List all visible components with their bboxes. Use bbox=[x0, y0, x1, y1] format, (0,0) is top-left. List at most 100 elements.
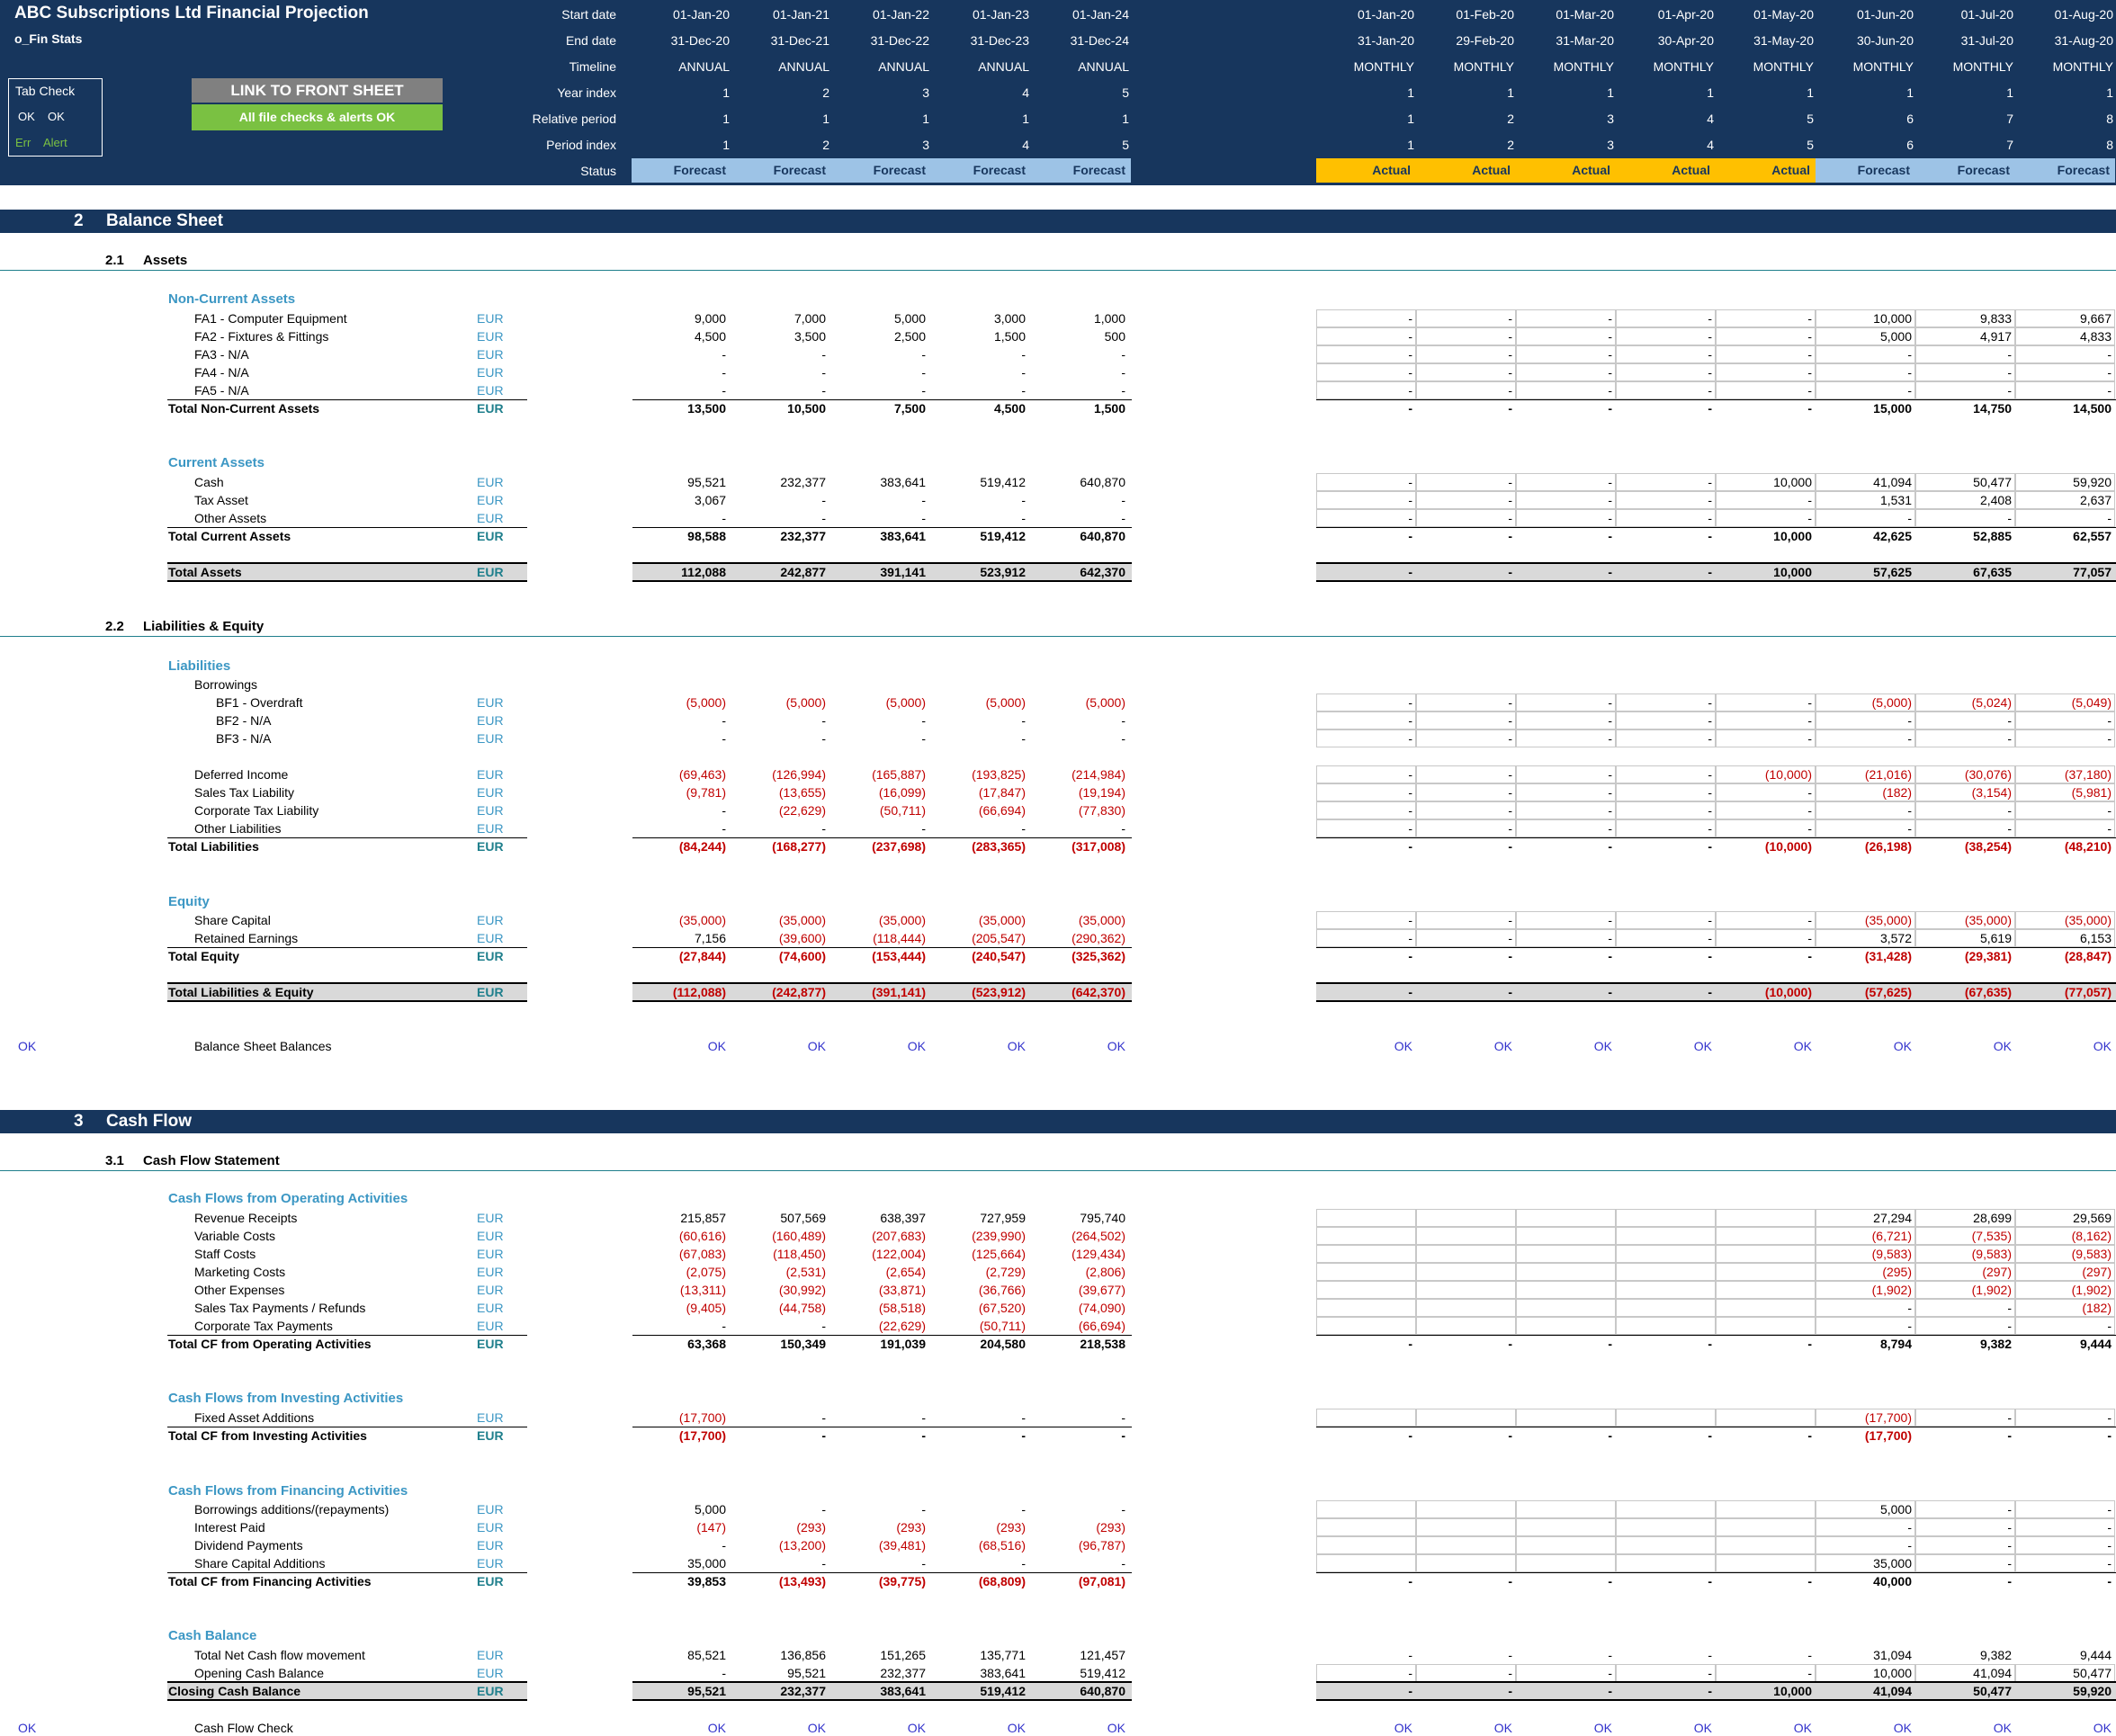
monthly-value-cell[interactable]: - bbox=[1708, 785, 1712, 800]
monthly-value-cell[interactable]: (1,902) bbox=[1871, 1283, 1912, 1297]
monthly-value-cell[interactable]: - bbox=[1907, 1301, 1912, 1315]
monthly-value-cell[interactable] bbox=[1616, 1263, 1712, 1281]
monthly-value-cell[interactable]: - bbox=[2007, 713, 2012, 728]
monthly-value-cell[interactable]: - bbox=[1907, 1520, 1912, 1535]
monthly-value-cell[interactable]: - bbox=[1608, 311, 1612, 326]
monthly-value-cell[interactable] bbox=[1716, 1245, 1812, 1263]
monthly-value-cell[interactable]: (1,902) bbox=[2071, 1283, 2112, 1297]
monthly-value-cell[interactable]: - bbox=[1508, 767, 1512, 782]
monthly-value-cell[interactable]: - bbox=[1907, 1319, 1912, 1333]
monthly-value-cell[interactable]: - bbox=[1408, 803, 1412, 818]
monthly-value-cell[interactable]: - bbox=[2007, 803, 2012, 818]
monthly-value-cell[interactable]: - bbox=[1408, 347, 1412, 362]
monthly-value-cell[interactable]: - bbox=[1608, 695, 1612, 710]
monthly-value-cell[interactable]: - bbox=[1807, 383, 1812, 398]
monthly-value-cell[interactable]: - bbox=[1408, 365, 1412, 380]
monthly-value-cell[interactable] bbox=[1716, 1263, 1812, 1281]
monthly-value-cell[interactable]: - bbox=[1608, 785, 1612, 800]
monthly-value-cell[interactable] bbox=[1416, 1299, 1512, 1317]
monthly-value-cell[interactable] bbox=[1516, 1554, 1612, 1572]
monthly-value-cell[interactable]: - bbox=[1708, 731, 1712, 746]
monthly-value-cell[interactable]: - bbox=[1408, 493, 1412, 507]
monthly-value-cell[interactable] bbox=[1716, 1317, 1812, 1335]
monthly-value-cell[interactable]: - bbox=[2107, 1538, 2112, 1553]
monthly-value-cell[interactable]: - bbox=[1807, 713, 1812, 728]
monthly-value-cell[interactable]: - bbox=[1608, 821, 1612, 836]
monthly-value-cell[interactable]: - bbox=[2007, 1319, 2012, 1333]
monthly-value-cell[interactable] bbox=[1616, 1554, 1712, 1572]
monthly-value-cell[interactable] bbox=[1616, 1536, 1712, 1554]
monthly-value-cell[interactable]: (10,000) bbox=[1764, 767, 1812, 782]
monthly-value-cell[interactable]: - bbox=[1807, 785, 1812, 800]
monthly-value-cell[interactable]: 28,699 bbox=[1973, 1211, 2012, 1225]
monthly-value-cell[interactable] bbox=[1716, 1299, 1812, 1317]
monthly-value-cell[interactable]: - bbox=[2107, 383, 2112, 398]
monthly-value-cell[interactable]: - bbox=[2007, 1301, 2012, 1315]
monthly-value-cell[interactable]: - bbox=[1608, 511, 1612, 525]
monthly-value-cell[interactable]: - bbox=[1508, 311, 1512, 326]
monthly-value-cell[interactable]: - bbox=[2007, 1520, 2012, 1535]
monthly-value-cell[interactable]: 50,477 bbox=[2073, 1666, 2112, 1680]
monthly-value-cell[interactable] bbox=[1316, 1209, 1412, 1227]
monthly-value-cell[interactable]: (30,076) bbox=[1964, 767, 2012, 782]
monthly-value-cell[interactable]: - bbox=[1807, 493, 1812, 507]
monthly-value-cell[interactable]: (9,583) bbox=[2071, 1247, 2112, 1261]
monthly-value-cell[interactable]: 41,094 bbox=[1973, 1666, 2012, 1680]
monthly-value-cell[interactable]: - bbox=[1708, 329, 1712, 344]
monthly-value-cell[interactable]: 5,000 bbox=[1879, 1502, 1912, 1517]
monthly-value-cell[interactable]: (17,700) bbox=[1864, 1410, 1912, 1425]
monthly-value-cell[interactable]: - bbox=[1807, 365, 1812, 380]
monthly-value-cell[interactable]: - bbox=[1708, 511, 1712, 525]
monthly-value-cell[interactable] bbox=[1316, 1317, 1412, 1335]
monthly-value-cell[interactable]: - bbox=[2107, 347, 2112, 362]
monthly-value-cell[interactable]: - bbox=[1708, 713, 1712, 728]
monthly-value-cell[interactable] bbox=[1516, 1263, 1612, 1281]
monthly-value-cell[interactable]: 3,572 bbox=[1879, 931, 1912, 945]
monthly-value-cell[interactable]: - bbox=[2107, 1319, 2112, 1333]
monthly-value-cell[interactable]: - bbox=[1508, 803, 1512, 818]
monthly-value-cell[interactable]: - bbox=[1608, 493, 1612, 507]
monthly-value-cell[interactable]: - bbox=[2007, 365, 2012, 380]
monthly-value-cell[interactable]: 1,531 bbox=[1879, 493, 1912, 507]
monthly-value-cell[interactable]: - bbox=[1907, 365, 1912, 380]
monthly-value-cell[interactable]: - bbox=[1907, 731, 1912, 746]
monthly-value-cell[interactable]: - bbox=[1408, 695, 1412, 710]
monthly-value-cell[interactable]: - bbox=[1807, 511, 1812, 525]
monthly-value-cell[interactable]: - bbox=[1608, 803, 1612, 818]
monthly-value-cell[interactable]: - bbox=[1807, 821, 1812, 836]
monthly-value-cell[interactable]: 10,000 bbox=[1873, 1666, 1912, 1680]
monthly-value-cell[interactable]: - bbox=[2007, 1556, 2012, 1570]
monthly-value-cell[interactable] bbox=[1316, 1536, 1412, 1554]
monthly-value-cell[interactable] bbox=[1416, 1263, 1512, 1281]
monthly-value-cell[interactable] bbox=[1516, 1409, 1612, 1427]
monthly-value-cell[interactable]: - bbox=[1608, 931, 1612, 945]
monthly-value-cell[interactable] bbox=[1516, 1245, 1612, 1263]
monthly-value-cell[interactable]: - bbox=[1608, 347, 1612, 362]
monthly-value-cell[interactable]: (35,000) bbox=[1964, 913, 2012, 927]
monthly-value-cell[interactable] bbox=[1516, 1209, 1612, 1227]
monthly-value-cell[interactable]: 59,920 bbox=[2073, 475, 2112, 489]
monthly-value-cell[interactable] bbox=[1516, 1227, 1612, 1245]
monthly-value-cell[interactable]: - bbox=[1408, 329, 1412, 344]
monthly-value-cell[interactable] bbox=[1716, 1209, 1812, 1227]
monthly-value-cell[interactable]: - bbox=[1408, 1666, 1412, 1680]
monthly-value-cell[interactable]: - bbox=[2107, 713, 2112, 728]
monthly-value-cell[interactable]: - bbox=[1708, 365, 1712, 380]
monthly-value-cell[interactable]: - bbox=[1608, 1666, 1612, 1680]
monthly-value-cell[interactable]: - bbox=[1608, 383, 1612, 398]
monthly-value-cell[interactable]: - bbox=[1708, 821, 1712, 836]
monthly-value-cell[interactable] bbox=[1416, 1500, 1512, 1518]
monthly-value-cell[interactable]: - bbox=[1907, 821, 1912, 836]
monthly-value-cell[interactable]: - bbox=[1708, 767, 1712, 782]
monthly-value-cell[interactable]: - bbox=[1907, 511, 1912, 525]
monthly-value-cell[interactable]: - bbox=[1807, 803, 1812, 818]
monthly-value-cell[interactable]: - bbox=[1408, 475, 1412, 489]
monthly-value-cell[interactable]: - bbox=[2007, 821, 2012, 836]
monthly-value-cell[interactable]: 9,667 bbox=[2079, 311, 2112, 326]
monthly-value-cell[interactable]: - bbox=[1508, 695, 1512, 710]
monthly-value-cell[interactable]: - bbox=[1708, 383, 1712, 398]
monthly-value-cell[interactable] bbox=[1416, 1245, 1512, 1263]
monthly-value-cell[interactable]: - bbox=[1408, 383, 1412, 398]
monthly-value-cell[interactable]: - bbox=[1608, 475, 1612, 489]
monthly-value-cell[interactable]: - bbox=[1708, 1666, 1712, 1680]
